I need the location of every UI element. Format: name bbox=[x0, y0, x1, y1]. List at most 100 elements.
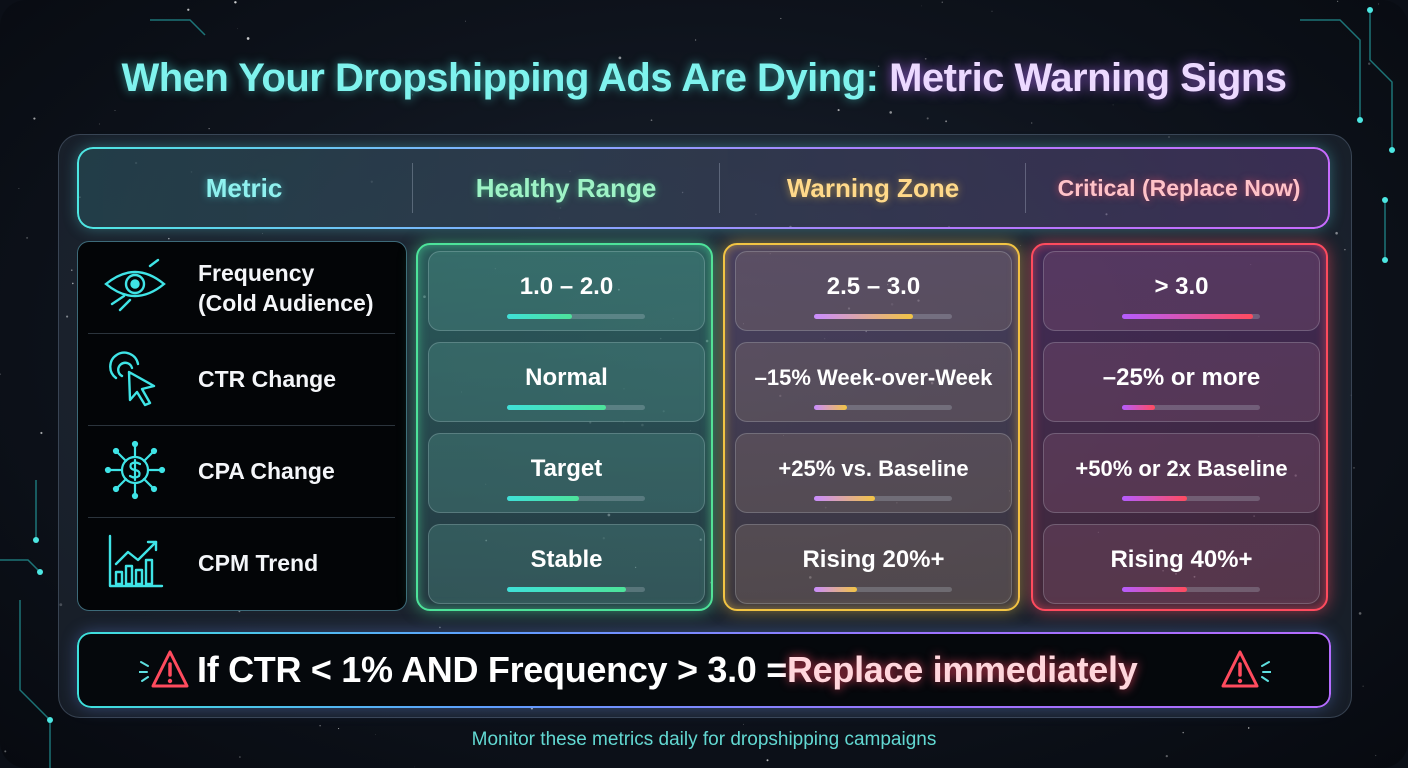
circuit-node bbox=[1367, 7, 1373, 13]
critical-level-fill bbox=[1122, 587, 1187, 592]
warning-icon bbox=[139, 650, 189, 688]
healthy-level-fill bbox=[507, 314, 572, 319]
star bbox=[766, 759, 769, 762]
critical-level-track bbox=[1122, 314, 1260, 319]
warning-cell: 2.5 – 3.0 bbox=[735, 251, 1012, 331]
metric-row-cpm: CPM Trend bbox=[78, 518, 405, 609]
star bbox=[1031, 122, 1033, 124]
circuit-line bbox=[1300, 19, 1361, 120]
warning-cell: –15% Week-over-Week bbox=[735, 342, 1012, 422]
critical-column: > 3.0 –25% or more +50% or 2x Baseline Risi… bbox=[1031, 243, 1328, 611]
title-part1: When Your Dropshipping Ads Are Dying: bbox=[121, 56, 890, 100]
star bbox=[1350, 394, 1352, 396]
metric-separator bbox=[88, 425, 395, 426]
circuit-line bbox=[150, 19, 206, 36]
star bbox=[872, 76, 873, 77]
star bbox=[168, 237, 170, 240]
warning-cell: Rising 20%+ bbox=[735, 524, 1012, 604]
star bbox=[1362, 685, 1364, 687]
healthy-level-track bbox=[507, 405, 645, 410]
healthy-level-track bbox=[507, 496, 645, 501]
star bbox=[534, 68, 537, 71]
dollar-circuit-icon bbox=[104, 440, 166, 500]
star bbox=[1165, 754, 1168, 758]
star bbox=[1247, 727, 1250, 729]
star bbox=[239, 756, 241, 758]
star bbox=[4, 750, 7, 753]
cursor-click-icon bbox=[109, 351, 156, 407]
circuit-node bbox=[1389, 147, 1395, 153]
healthy-cell: Normal bbox=[428, 342, 705, 422]
star bbox=[941, 1, 943, 3]
title-part2: Metric Warning Signs bbox=[889, 56, 1287, 100]
star bbox=[319, 725, 321, 727]
critical-level-track bbox=[1122, 587, 1260, 592]
healthy-cell: Target bbox=[428, 433, 705, 513]
warning-icon bbox=[1221, 650, 1271, 688]
healthy-cell: Stable bbox=[428, 524, 705, 604]
star bbox=[1182, 731, 1184, 734]
circuit-node bbox=[1382, 197, 1388, 203]
critical-level-fill bbox=[1122, 496, 1187, 501]
metric-separator bbox=[88, 333, 395, 334]
healthy-column: 1.0 – 2.0 Normal Target Stable bbox=[416, 243, 713, 611]
star bbox=[237, 28, 238, 30]
star bbox=[1367, 62, 1371, 65]
star bbox=[1375, 754, 1377, 757]
critical-cell: –25% or more bbox=[1043, 342, 1320, 422]
star bbox=[33, 117, 36, 120]
metric-row-cpa: CPA Change bbox=[78, 426, 405, 517]
star bbox=[644, 741, 647, 744]
star bbox=[465, 20, 466, 22]
metric-label: CTR Change bbox=[198, 366, 336, 392]
critical-value: +50% or 2x Baseline bbox=[1075, 456, 1288, 481]
star bbox=[945, 120, 948, 123]
warning-column: 2.5 – 3.0 –15% Week-over-Week +25% vs. Bas… bbox=[723, 243, 1020, 611]
star bbox=[889, 111, 892, 114]
star bbox=[375, 734, 376, 735]
healthy-level-fill bbox=[507, 496, 579, 501]
star bbox=[1335, 231, 1338, 235]
metric-label: CPA Change bbox=[198, 458, 335, 484]
healthy-level-fill bbox=[507, 405, 606, 410]
star bbox=[71, 269, 73, 271]
star bbox=[477, 79, 480, 82]
circuit-node bbox=[37, 569, 43, 575]
healthy-level-track bbox=[507, 587, 645, 592]
warning-value: +25% vs. Baseline bbox=[778, 456, 969, 481]
critical-value: > 3.0 bbox=[1154, 273, 1209, 300]
trend-chart-icon bbox=[108, 534, 164, 588]
star bbox=[650, 119, 653, 122]
metric-row-frequency: Frequency (Cold Audience) bbox=[78, 242, 405, 333]
header-healthy: Healthy Range bbox=[475, 172, 657, 203]
critical-cell: > 3.0 bbox=[1043, 251, 1320, 331]
metric-label: CPM Trend bbox=[198, 550, 319, 576]
metrics-column: Frequency (Cold Audience) CTR Change bbox=[77, 241, 407, 611]
star bbox=[1353, 467, 1355, 469]
metric-label-line2: (Cold Audience) bbox=[198, 290, 374, 316]
star bbox=[1344, 248, 1346, 251]
header-divider bbox=[719, 163, 720, 213]
circuit-line bbox=[0, 559, 41, 573]
star bbox=[187, 8, 190, 11]
alert-banner: If CTR < 1% AND Frequency > 3.0 = Replac… bbox=[77, 632, 1331, 708]
header-warning: Warning Zone bbox=[786, 172, 960, 203]
healthy-value: Normal bbox=[525, 364, 608, 391]
critical-value: Rising 40%+ bbox=[1110, 546, 1253, 573]
warning-level-fill bbox=[814, 405, 847, 410]
healthy-level-fill bbox=[507, 587, 626, 592]
star bbox=[262, 233, 263, 234]
circuit-line bbox=[1369, 10, 1393, 150]
star bbox=[208, 128, 210, 130]
header-critical: Critical (Replace Now) bbox=[1057, 174, 1301, 201]
warning-level-track bbox=[814, 496, 952, 501]
circuit-node bbox=[1357, 117, 1363, 123]
star bbox=[921, 5, 922, 7]
star bbox=[991, 10, 993, 12]
page-title: When Your Dropshipping Ads Are Dying: Me… bbox=[0, 52, 1408, 104]
alert-condition: If CTR < 1% AND Frequency > 3.0 = bbox=[197, 649, 787, 690]
healthy-value: Target bbox=[530, 455, 603, 482]
metric-label-line1: Frequency bbox=[198, 260, 315, 286]
healthy-cell: 1.0 – 2.0 bbox=[428, 251, 705, 331]
star bbox=[18, 187, 20, 189]
